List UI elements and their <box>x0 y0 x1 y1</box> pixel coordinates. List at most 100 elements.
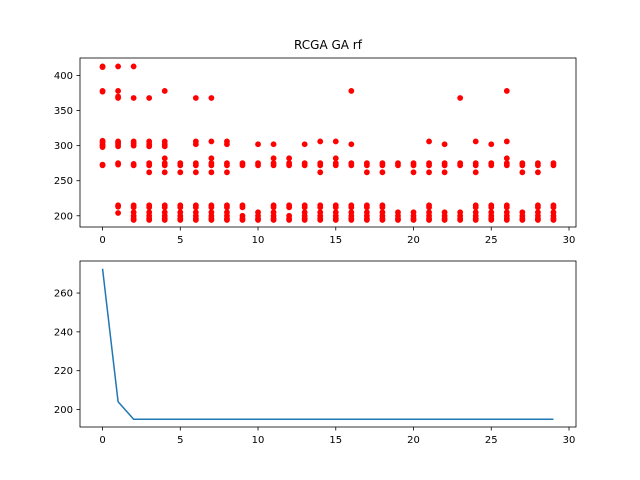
chart-title: RCGA GA rf <box>294 38 363 52</box>
x-tick-label: 25 <box>485 435 498 446</box>
scatter-point <box>550 204 557 211</box>
scatter-point <box>192 204 199 211</box>
x-tick-label: 20 <box>407 435 420 446</box>
scatter-point <box>224 162 230 169</box>
scatter-point <box>239 217 246 223</box>
scatter-points <box>99 63 557 223</box>
scatter-point <box>146 217 153 223</box>
x-tick-label: 10 <box>252 235 265 246</box>
scatter-point <box>503 162 510 169</box>
scatter-point <box>503 204 510 211</box>
scatter-point <box>208 138 215 145</box>
scatter-point <box>488 204 495 211</box>
x-tick-label: 5 <box>177 435 183 446</box>
scatter-point <box>472 162 479 169</box>
scatter-frame <box>79 57 577 228</box>
scatter-point <box>441 141 448 148</box>
scatter-point <box>332 138 339 145</box>
scatter-point <box>550 162 557 169</box>
scatter-point <box>177 204 184 211</box>
scatter-point <box>208 169 215 176</box>
scatter-point <box>441 162 448 169</box>
scatter-point <box>363 169 370 176</box>
scatter-point <box>130 162 137 169</box>
scatter-point <box>115 143 121 150</box>
scatter-point <box>146 169 153 176</box>
best-fitness-line <box>101 268 554 420</box>
scatter-point <box>192 162 199 169</box>
scatter-point <box>426 138 432 145</box>
y-tick-label: 300 <box>54 141 73 152</box>
scatter-point <box>472 217 479 223</box>
scatter-point <box>208 204 215 211</box>
x-tick-label: 15 <box>329 235 342 246</box>
scatter-point <box>224 169 230 176</box>
scatter-point <box>270 155 277 162</box>
scatter-point <box>208 155 215 162</box>
scatter-point <box>441 217 448 223</box>
scatter-point <box>286 155 293 162</box>
scatter-point <box>130 95 137 101</box>
scatter-point <box>550 217 557 223</box>
scatter-point <box>115 210 121 216</box>
scatter-point <box>519 162 526 169</box>
x-tick-label: 25 <box>485 235 498 246</box>
line-ticks: 0 5 10 15 20 25 30 200 220 240 260 <box>54 289 575 446</box>
scatter-point <box>426 217 432 223</box>
scatter-point <box>161 217 168 223</box>
scatter-point <box>426 204 432 211</box>
scatter-point <box>426 169 432 176</box>
scatter-point <box>177 169 184 176</box>
scatter-point <box>115 95 121 101</box>
scatter-point <box>99 88 106 95</box>
scatter-point <box>317 217 324 223</box>
scatter-point <box>348 141 355 148</box>
scatter-point <box>379 162 386 169</box>
scatter-point <box>192 217 199 223</box>
scatter-point <box>99 162 106 169</box>
x-tick-label: 0 <box>99 435 105 446</box>
scatter-point <box>146 95 153 101</box>
scatter-point <box>488 217 495 223</box>
scatter-point <box>130 142 137 149</box>
scatter-point <box>286 217 293 223</box>
scatter-point <box>472 169 479 176</box>
x-tick-label: 20 <box>407 235 420 246</box>
scatter-point <box>535 217 541 223</box>
scatter-point <box>332 155 339 162</box>
scatter-point <box>192 141 199 148</box>
scatter-point <box>363 162 370 169</box>
scatter-point <box>99 144 106 150</box>
y-tick-label: 250 <box>54 176 73 187</box>
scatter-point <box>519 217 526 223</box>
scatter-point <box>115 88 121 94</box>
scatter-point <box>177 217 184 223</box>
scatter-point <box>192 95 199 101</box>
scatter-point <box>286 162 293 169</box>
scatter-point <box>161 88 168 94</box>
scatter-point <box>224 141 230 148</box>
scatter-point <box>161 155 168 162</box>
y-tick-label: 350 <box>54 106 73 117</box>
scatter-point <box>503 155 510 162</box>
scatter-point <box>348 88 355 94</box>
x-tick-label: 0 <box>99 235 105 246</box>
x-tick-label: 15 <box>329 435 342 446</box>
scatter-point <box>363 204 370 211</box>
scatter-point <box>410 169 417 176</box>
scatter-point <box>317 138 324 145</box>
scatter-point <box>441 169 448 176</box>
scatter-point <box>115 63 121 70</box>
scatter-point <box>224 217 230 223</box>
scatter-point <box>161 143 168 150</box>
line-frame <box>79 260 577 428</box>
scatter-point <box>503 217 510 223</box>
scatter-point <box>348 162 355 169</box>
scatter-axes: 0 5 10 15 20 25 30 200 250 300 350 400 <box>54 57 577 246</box>
line-series <box>101 268 554 420</box>
scatter-point <box>426 162 432 169</box>
scatter-point <box>488 141 495 148</box>
scatter-point <box>130 204 137 211</box>
scatter-point <box>535 162 541 169</box>
